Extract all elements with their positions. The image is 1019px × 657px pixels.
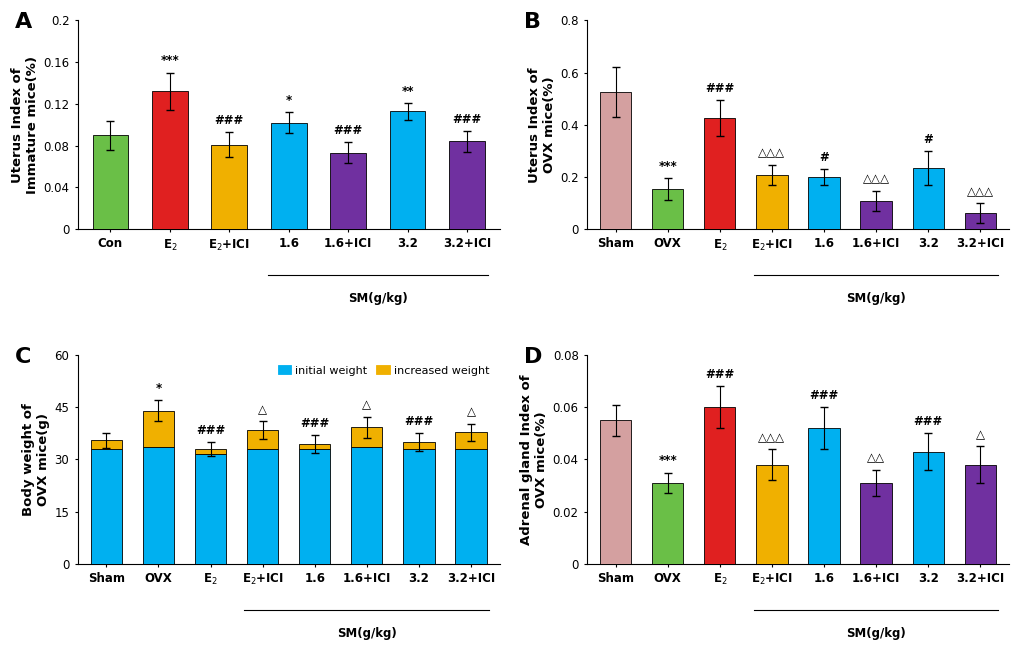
Bar — [651, 189, 683, 229]
Text: ***: *** — [160, 55, 179, 67]
Bar — [330, 153, 366, 229]
Text: *: * — [285, 94, 291, 107]
Text: SM(g/kg): SM(g/kg) — [846, 627, 905, 639]
Text: ###: ### — [196, 424, 225, 437]
Text: A: A — [14, 12, 32, 32]
Bar — [964, 464, 995, 564]
Text: C: C — [14, 347, 31, 367]
Text: △: △ — [466, 405, 475, 419]
Text: **: ** — [400, 85, 414, 98]
Bar — [454, 432, 486, 449]
Bar — [448, 141, 484, 229]
Bar — [703, 407, 735, 564]
Bar — [143, 411, 174, 447]
Bar — [599, 92, 631, 229]
Text: ###: ### — [451, 113, 481, 125]
Bar — [599, 420, 631, 564]
Bar — [964, 213, 995, 229]
Text: #: # — [818, 151, 828, 164]
Text: ###: ### — [300, 417, 329, 430]
Y-axis label: Adrenal gland Index of
OVX mice(%): Adrenal gland Index of OVX mice(%) — [520, 374, 548, 545]
Bar — [403, 449, 434, 564]
Text: ###: ### — [214, 114, 244, 127]
Bar — [247, 430, 278, 449]
Bar — [912, 451, 943, 564]
Text: △△△: △△△ — [966, 185, 993, 198]
Text: △: △ — [258, 403, 267, 416]
Text: △: △ — [362, 398, 371, 411]
Text: SM(g/kg): SM(g/kg) — [347, 292, 408, 305]
Bar — [152, 91, 187, 229]
Bar — [860, 483, 891, 564]
Bar — [454, 449, 486, 564]
Text: △△△: △△△ — [862, 172, 889, 185]
Bar — [860, 201, 891, 229]
Bar — [351, 447, 382, 564]
Bar — [91, 449, 122, 564]
Text: △△△: △△△ — [758, 147, 785, 160]
Text: *: * — [155, 382, 161, 395]
Text: ###: ### — [404, 415, 433, 428]
Bar — [299, 444, 330, 449]
Text: D: D — [523, 347, 541, 367]
Text: ###: ### — [704, 368, 734, 381]
Text: ***: *** — [657, 454, 677, 467]
Bar — [195, 449, 226, 454]
Y-axis label: Body weight of
OVX mice(g): Body weight of OVX mice(g) — [22, 403, 50, 516]
Text: SM(g/kg): SM(g/kg) — [336, 627, 396, 639]
Bar — [271, 123, 307, 229]
Text: △△△: △△△ — [758, 431, 785, 444]
Y-axis label: Uterus Index of
OVX mice(%): Uterus Index of OVX mice(%) — [528, 67, 555, 183]
Text: B: B — [523, 12, 540, 32]
Bar — [912, 168, 943, 229]
Bar — [755, 464, 787, 564]
Legend: initial weight, increased weight: initial weight, increased weight — [273, 361, 493, 380]
Bar — [703, 118, 735, 229]
Bar — [403, 442, 434, 449]
Bar — [195, 454, 226, 564]
Bar — [389, 111, 425, 229]
Bar — [93, 135, 128, 229]
Bar — [143, 447, 174, 564]
Bar — [651, 483, 683, 564]
Text: ###: ### — [808, 389, 838, 402]
Bar — [91, 440, 122, 449]
Text: SM(g/kg): SM(g/kg) — [846, 292, 905, 305]
Text: ###: ### — [333, 124, 363, 137]
Text: ###: ### — [704, 82, 734, 95]
Text: △△: △△ — [866, 452, 884, 464]
Text: ###: ### — [913, 415, 942, 428]
Bar — [755, 175, 787, 229]
Y-axis label: Uterus Index of
Immature mice(%): Uterus Index of Immature mice(%) — [11, 56, 39, 194]
Bar — [211, 145, 247, 229]
Bar — [808, 177, 839, 229]
Text: #: # — [922, 133, 932, 146]
Bar — [351, 427, 382, 447]
Bar — [299, 449, 330, 564]
Text: △: △ — [975, 428, 983, 442]
Text: ***: *** — [657, 160, 677, 173]
Bar — [808, 428, 839, 564]
Bar — [247, 449, 278, 564]
